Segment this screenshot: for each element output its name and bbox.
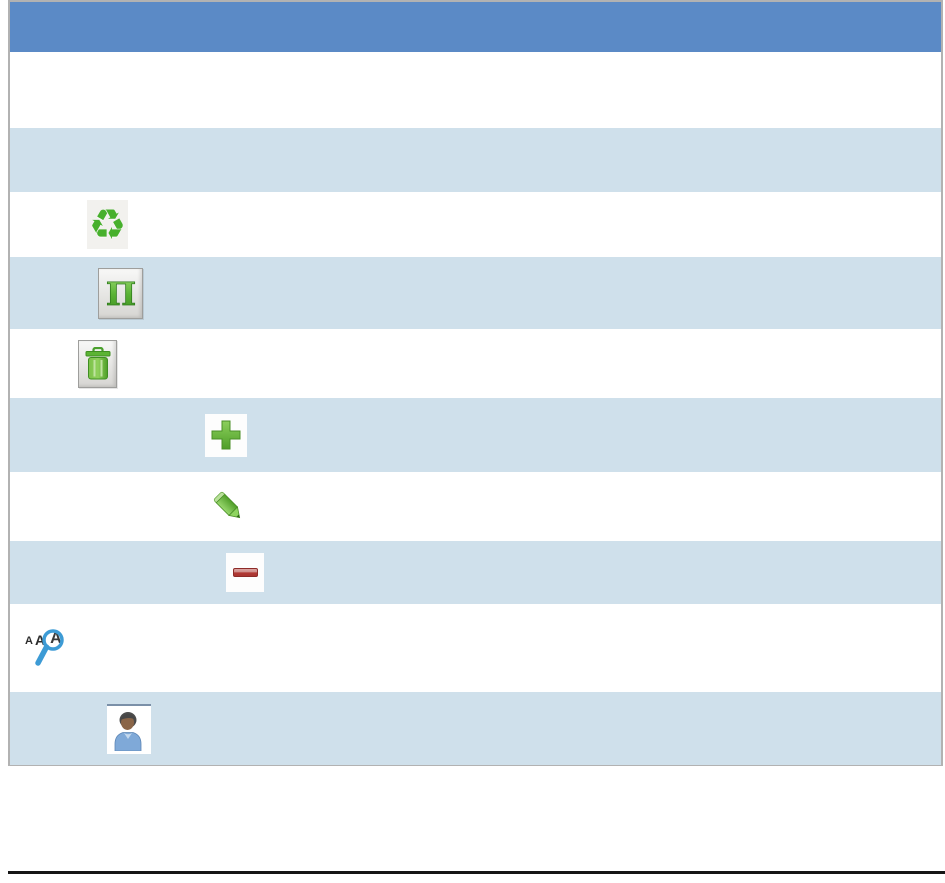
table-row-trash — [10, 329, 941, 398]
remove-button-tile — [226, 553, 264, 592]
add-button-tile — [205, 413, 247, 457]
magnifier-icon — [35, 629, 64, 666]
font-zoom-letters: A A A — [25, 630, 62, 648]
user-button-tile — [107, 703, 151, 754]
table-row-pause: Π — [10, 257, 941, 329]
table-header-row — [10, 2, 941, 52]
svg-text:Π: Π — [105, 275, 135, 311]
trash-button-tile — [78, 339, 117, 388]
font-zoom-icon: A A A — [25, 627, 71, 669]
person-icon — [114, 711, 142, 751]
icons-table: ♻ Π — [8, 0, 943, 766]
table-row-recycle: ♻ — [10, 192, 941, 257]
table-row-remove — [10, 541, 941, 604]
minus-icon — [232, 568, 258, 577]
pencil-icon — [213, 491, 241, 518]
table-row-empty-1 — [10, 52, 941, 128]
edit-pencil-wrap — [209, 487, 249, 527]
footer-rule — [8, 871, 945, 874]
trash-icon — [85, 346, 110, 379]
table-row-user — [10, 692, 941, 765]
recycle-icon: ♻ — [88, 200, 127, 248]
table-row-add — [10, 398, 941, 472]
recycle-button-tile: ♻ — [87, 200, 128, 249]
table-row-empty-2 — [10, 128, 941, 192]
pause-button-tile: Π — [98, 267, 143, 319]
table-row-font-zoom: A A A — [10, 604, 941, 692]
table-row-edit — [10, 472, 941, 541]
plus-icon — [211, 420, 241, 450]
pause-icon: Π — [105, 275, 136, 311]
